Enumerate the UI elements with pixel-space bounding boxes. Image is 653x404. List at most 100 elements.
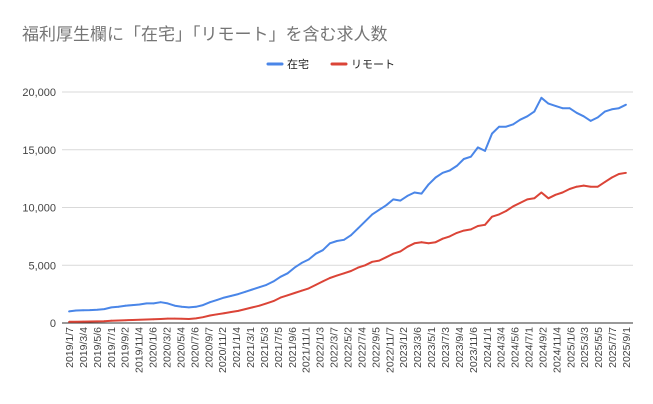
data-point xyxy=(223,296,226,299)
x-tick-label: 2023/9/4 xyxy=(454,327,466,368)
data-point xyxy=(131,304,134,306)
data-point xyxy=(568,107,571,110)
data-point xyxy=(498,125,500,128)
data-point xyxy=(554,104,557,107)
data-point xyxy=(455,165,458,167)
x-tick-label: 2020/7/6 xyxy=(189,327,201,368)
data-point xyxy=(512,123,515,126)
legend: 在宅 リモート xyxy=(266,57,395,71)
data-point xyxy=(392,252,395,255)
data-point xyxy=(75,320,77,323)
data-point xyxy=(336,240,338,242)
data-point xyxy=(378,259,381,262)
series-line-1 xyxy=(68,171,627,323)
y-tick-label: 10,000 xyxy=(22,203,56,215)
y-axis-ticks: 0 5,000 10,000 15,000 20,000 xyxy=(22,87,56,330)
data-point xyxy=(526,115,529,118)
data-point xyxy=(209,301,211,304)
series-lines xyxy=(68,96,627,323)
data-point xyxy=(138,318,141,321)
data-point xyxy=(68,310,70,313)
data-point xyxy=(195,305,197,308)
gridlines xyxy=(62,91,633,324)
x-tick-label: 2024/9/2 xyxy=(537,327,549,368)
data-point xyxy=(371,260,374,263)
data-point xyxy=(187,318,190,320)
x-tick-label: 2021/11/1 xyxy=(301,327,313,373)
data-point xyxy=(350,234,352,237)
data-point xyxy=(392,198,395,201)
x-tick-label: 2023/5/1 xyxy=(426,327,438,368)
x-tick-label: 2023/11/6 xyxy=(468,327,480,373)
data-point xyxy=(505,210,508,212)
data-point xyxy=(75,309,77,312)
x-tick-label: 2024/5/6 xyxy=(510,327,522,368)
data-point xyxy=(413,191,416,194)
data-point xyxy=(258,304,261,307)
data-point xyxy=(610,176,613,179)
data-point xyxy=(293,292,296,294)
data-point xyxy=(103,320,106,323)
x-tick-label: 2021/5/3 xyxy=(259,327,271,368)
data-point xyxy=(223,312,226,315)
data-point xyxy=(117,305,120,308)
data-point xyxy=(293,266,296,269)
data-point xyxy=(427,183,430,186)
data-point xyxy=(378,208,381,211)
data-point xyxy=(477,146,479,149)
data-point xyxy=(519,201,522,204)
data-point xyxy=(491,215,493,218)
data-point xyxy=(145,302,148,305)
data-point xyxy=(533,197,536,200)
data-point xyxy=(152,318,155,321)
data-point xyxy=(547,197,550,200)
data-point xyxy=(420,192,423,195)
data-point xyxy=(399,199,402,202)
data-point xyxy=(82,309,85,312)
data-point xyxy=(279,296,282,299)
x-tick-label: 2023/3/6 xyxy=(412,327,424,368)
x-tick-label: 2025/5/5 xyxy=(593,327,605,368)
chart-title: 福利厚生欄に「在宅」「リモート」を含む求人数 xyxy=(22,25,388,45)
data-point xyxy=(357,227,359,230)
data-point xyxy=(202,304,204,306)
data-point xyxy=(385,204,388,207)
data-point xyxy=(357,266,359,269)
x-axis-ticks: 2019/1/7 2019/3/4 2019/5/6 2019/7/1 2019/9/2… xyxy=(64,327,633,373)
data-point xyxy=(589,185,592,188)
data-point xyxy=(230,294,233,297)
data-point xyxy=(554,193,557,196)
data-point xyxy=(519,118,522,121)
x-tick-label: 2020/9/7 xyxy=(203,327,215,368)
x-tick-label: 2019/1/7 xyxy=(64,327,76,368)
data-point xyxy=(307,287,310,290)
data-point xyxy=(350,270,352,272)
data-point xyxy=(89,309,92,311)
x-tick-label: 2019/7/1 xyxy=(106,327,118,368)
data-point xyxy=(603,181,606,183)
x-tick-label: 2019/3/4 xyxy=(78,327,90,368)
data-point xyxy=(300,289,303,292)
x-tick-label: 2020/11/2 xyxy=(217,327,229,373)
data-point xyxy=(469,155,472,158)
data-point xyxy=(321,249,324,252)
data-point xyxy=(117,319,120,322)
x-tick-label: 2025/1/6 xyxy=(565,327,577,368)
data-point xyxy=(582,115,585,118)
data-point xyxy=(462,158,465,160)
data-point xyxy=(618,107,620,110)
data-point xyxy=(610,108,613,111)
data-point xyxy=(455,232,458,234)
data-point xyxy=(272,280,275,283)
data-point xyxy=(413,242,416,245)
data-point xyxy=(314,252,317,255)
data-point xyxy=(448,235,451,238)
data-point xyxy=(406,245,409,248)
x-tick-label: 2024/1/1 xyxy=(482,327,494,368)
data-point xyxy=(258,286,261,289)
data-point xyxy=(477,225,479,227)
data-point xyxy=(343,238,345,241)
data-point xyxy=(568,188,571,190)
x-tick-label: 2022/11/7 xyxy=(384,327,396,373)
